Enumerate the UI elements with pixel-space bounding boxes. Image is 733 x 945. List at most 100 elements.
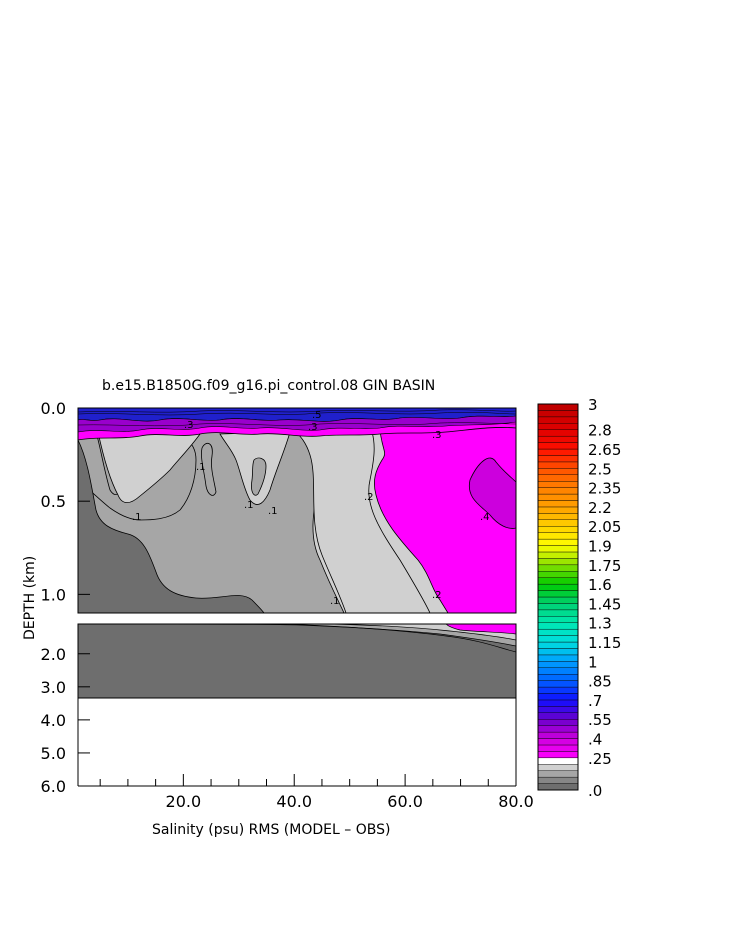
- colorbar-swatch: [537, 776, 579, 784]
- colorbar-swatch: [537, 661, 579, 668]
- region-light-pocket-left: [97, 431, 201, 504]
- colorbar-swatch: [537, 487, 579, 495]
- colorbar-label: .0: [588, 782, 602, 800]
- x-tick-label: 40.0: [276, 792, 312, 811]
- colorbar-swatch: [537, 538, 579, 546]
- colorbar-swatch: [537, 526, 579, 533]
- colorbar-label: .55: [588, 711, 612, 729]
- colorbar-frame: [537, 403, 579, 791]
- colorbar-swatch: [537, 628, 579, 636]
- colorbar-swatch: [537, 648, 579, 656]
- colorbar-swatch: [537, 551, 579, 559]
- contour-label: .4: [480, 512, 490, 523]
- colorbar-swatch: [537, 435, 579, 443]
- colorbar-swatch: [537, 500, 579, 508]
- colorbar-swatch: [537, 725, 579, 733]
- region-gray-island-a: [201, 442, 217, 496]
- colorbar-swatch: [537, 616, 579, 623]
- colorbar-swatch: [537, 423, 579, 430]
- x-tick-label: 80.0: [498, 792, 534, 811]
- colorbar-swatch: [537, 455, 579, 463]
- colorbar-swatch: [537, 493, 579, 501]
- colorbar-swatch: [537, 532, 579, 540]
- x-axis-label: Salinity (psu) RMS (MODEL – OBS): [152, 822, 390, 838]
- colorbar-swatch: [537, 461, 579, 469]
- colorbar-swatch: [537, 429, 579, 437]
- contour-label: .1: [330, 596, 340, 607]
- upper-panel: [78, 408, 516, 613]
- colorbar-swatch: [537, 545, 579, 553]
- colorbar-swatch: [537, 667, 579, 675]
- colorbar-swatch: [537, 481, 579, 488]
- colorbar-swatch: [537, 577, 579, 585]
- colorbar-swatch: [537, 712, 579, 720]
- colorbar-label: .25: [588, 750, 612, 768]
- colorbar-swatch: [537, 744, 579, 752]
- colorbar-label: 1.9: [588, 538, 612, 556]
- colorbar-swatch: [537, 403, 579, 411]
- colorbar-label: 2.05: [588, 518, 621, 536]
- colorbar-swatch: [537, 609, 579, 617]
- colorbar-swatch: [537, 686, 579, 694]
- lower-contour-line: [279, 624, 516, 653]
- x-axis: 20.0 40.0 60.0 80.0: [99, 774, 534, 811]
- contour-label: .5: [312, 410, 322, 421]
- colorbar-label: 1.45: [588, 595, 621, 613]
- region-light-pocket-right: [295, 431, 431, 613]
- colorbar-swatch: [537, 558, 579, 566]
- x-tick-label: 60.0: [387, 792, 423, 811]
- colorbar-swatch: [537, 783, 579, 791]
- contour-label: .3: [432, 430, 442, 441]
- colorbar-label: 2.35: [588, 480, 621, 498]
- colorbar-swatch: [537, 719, 579, 726]
- y-tick-label: 0.5: [41, 492, 66, 511]
- colorbar-swatch: [537, 738, 579, 746]
- y-tick-label: 2.0: [41, 645, 66, 664]
- colorbar: [537, 403, 579, 791]
- y-tick-label: 1.0: [41, 585, 66, 604]
- contour-label: .1: [244, 500, 254, 511]
- colorbar-swatch: [537, 474, 579, 482]
- colorbar-swatch: [537, 751, 579, 759]
- contour-label: .1: [132, 512, 142, 523]
- colorbar-swatch: [537, 603, 579, 611]
- colorbar-swatch: [537, 564, 579, 572]
- colorbar-swatch: [537, 764, 579, 771]
- y-axis: 0.0 0.5 1.0 2.0 3.0 4.0 5.0 6.0: [41, 399, 90, 796]
- colorbar-swatch: [537, 699, 579, 707]
- colorbar-swatch: [537, 770, 579, 778]
- surface-contour-lines: [78, 409, 516, 427]
- colorbar-swatch: [537, 693, 579, 701]
- colorbar-label: 2.8: [588, 422, 612, 440]
- colorbar-label: 1.15: [588, 634, 621, 652]
- colorbar-swatch: [537, 448, 579, 456]
- colorbar-swatch: [537, 641, 579, 649]
- colorbar-swatch: [537, 635, 579, 643]
- region-purple-blob: [468, 457, 516, 529]
- region-lower-dark: [78, 624, 516, 698]
- colorbar-swatch: [537, 706, 579, 713]
- y-tick-label: 4.0: [41, 711, 66, 730]
- y-tick-label: 5.0: [41, 744, 66, 763]
- colorbar-swatch: [537, 596, 579, 604]
- colorbar-label: 3: [588, 396, 598, 414]
- contour-label: .3: [184, 420, 194, 431]
- region-lower-magenta: [445, 624, 516, 635]
- colorbar-label: 2.65: [588, 441, 621, 459]
- region-gray-island-b: [251, 457, 267, 496]
- lower-panel: [78, 624, 516, 698]
- colorbar-swatch: [537, 654, 579, 662]
- colorbar-swatch: [537, 519, 579, 527]
- colorbar-swatch: [537, 571, 579, 578]
- colorbar-swatch: [537, 674, 579, 681]
- colorbar-swatch: [537, 468, 579, 475]
- colorbar-swatch: [537, 731, 579, 739]
- y-tick-label: 0.0: [41, 399, 66, 418]
- colorbar-swatch: [537, 410, 579, 418]
- colorbar-label: .7: [588, 692, 602, 710]
- region-dark-gray: [78, 439, 265, 613]
- contour-label: .1: [268, 506, 278, 517]
- colorbar-label: 1.75: [588, 557, 621, 575]
- lower-panel-frame: [77, 623, 517, 699]
